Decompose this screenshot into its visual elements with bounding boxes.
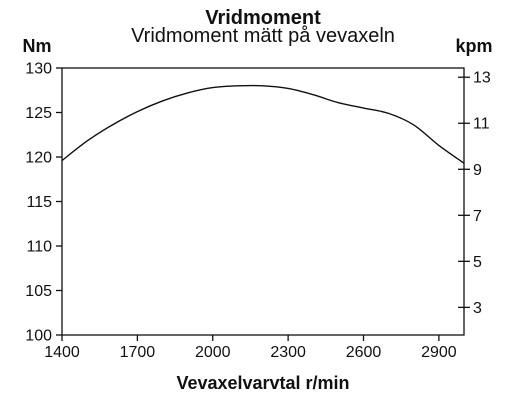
y-left-tick-label: 100 <box>25 328 52 345</box>
torque-curve <box>61 84 465 164</box>
y-right-tick-label: 13 <box>473 70 491 87</box>
y-right-tick-label: 7 <box>473 208 482 225</box>
plot-border <box>61 67 465 336</box>
torque-series <box>61 84 465 164</box>
x-tick-label: 1400 <box>44 344 80 361</box>
right-axis-unit: kpm <box>455 36 492 56</box>
y-left-tick-label: 115 <box>26 194 52 211</box>
y-left-tick-label: 110 <box>26 239 52 256</box>
x-tick-label: 2600 <box>346 344 382 361</box>
y-right-tick-label: 3 <box>473 300 482 317</box>
x-axis-label: Vevaxelvarvtal r/min <box>176 373 349 393</box>
chart-title: Vridmoment <box>205 7 321 29</box>
y-left-tick-label: 120 <box>25 150 52 167</box>
y-right-tick-label: 5 <box>473 254 482 271</box>
chart-subtitle: Vridmoment mätt på vevaxeln <box>131 25 395 47</box>
plot-frame <box>61 67 465 336</box>
y-left-tick-label: 125 <box>25 105 52 122</box>
x-tick-label: 2900 <box>421 344 457 361</box>
x-tick-label: 2300 <box>270 344 306 361</box>
y-left-tick-label: 130 <box>25 61 52 78</box>
y-right-tick-label: 9 <box>473 162 482 179</box>
x-tick-label: 1700 <box>120 344 156 361</box>
left-axis-unit: Nm <box>22 36 51 56</box>
y-left-tick-label: 105 <box>25 283 52 300</box>
y-right-tick-label: 11 <box>473 116 490 133</box>
x-tick-label: 2000 <box>195 344 231 361</box>
axis-ticks: 1400 1700 2000 2300 2600 29001001051101151201… <box>25 61 491 362</box>
